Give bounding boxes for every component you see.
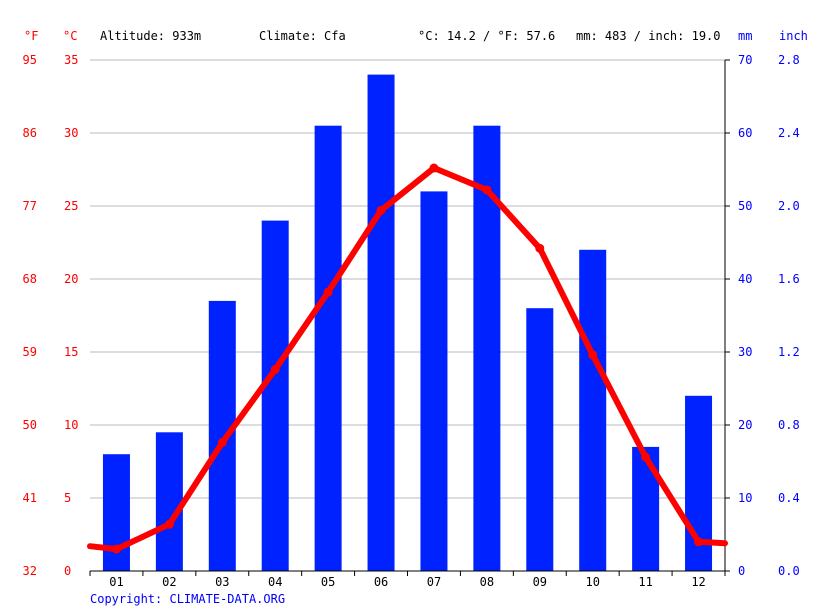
mm-tick-label: 30 [738, 345, 752, 359]
inch-tick-label: 1.2 [778, 345, 800, 359]
month-tick-label: 03 [215, 575, 229, 589]
precipitation-bar [261, 220, 289, 571]
fahrenheit-tick-label: 77 [23, 199, 37, 213]
month-tick-label: 10 [585, 575, 599, 589]
inch-tick-label: 2.8 [778, 53, 800, 67]
mm-tick-label: 0 [738, 564, 745, 578]
unit-celsius-label: °C [63, 29, 77, 43]
inch-tick-label: 0.4 [778, 491, 800, 505]
tick-labels: 32 0 0 0.0 41 5 10 0.4 50 10 20 0.8 59 15 30 1.2 68 20 40 1… [23, 53, 800, 589]
mm-tick-label: 50 [738, 199, 752, 213]
month-tick-label: 01 [109, 575, 123, 589]
axes [89, 59, 730, 576]
precipitation-summary: mm: 483 / inch: 19.0 [576, 29, 721, 43]
unit-fahrenheit-label: °F [24, 29, 38, 43]
temperature-summary: °C: 14.2 / °F: 57.6 [418, 29, 555, 43]
month-tick-label: 08 [480, 575, 494, 589]
month-tick-label: 09 [533, 575, 547, 589]
mm-tick-label: 20 [738, 418, 752, 432]
fahrenheit-tick-label: 95 [23, 53, 37, 67]
precipitation-bar [155, 432, 183, 571]
precipitation-bar [579, 249, 607, 572]
temperature-point [164, 519, 174, 529]
celsius-tick-label: 30 [64, 126, 78, 140]
mm-tick-label: 70 [738, 53, 752, 67]
precipitation-bar [314, 125, 342, 571]
month-tick-label: 11 [638, 575, 652, 589]
temperature-point [588, 350, 598, 360]
temperature-point [111, 544, 121, 554]
celsius-tick-label: 35 [64, 53, 78, 67]
month-tick-label: 04 [268, 575, 282, 589]
month-tick-label: 06 [374, 575, 388, 589]
unit-mm-label: mm [738, 29, 752, 43]
temperature-point [482, 185, 492, 195]
temperature-point [270, 365, 280, 375]
inch-tick-label: 2.4 [778, 126, 800, 140]
month-tick-label: 02 [162, 575, 176, 589]
celsius-tick-label: 5 [64, 491, 71, 505]
celsius-tick-label: 20 [64, 272, 78, 286]
fahrenheit-tick-label: 41 [23, 491, 37, 505]
celsius-tick-label: 25 [64, 199, 78, 213]
temperature-point [323, 287, 333, 297]
precipitation-bar [632, 446, 660, 571]
celsius-tick-label: 15 [64, 345, 78, 359]
inch-tick-label: 0.0 [778, 564, 800, 578]
temperature-point [217, 438, 227, 448]
inch-tick-label: 0.8 [778, 418, 800, 432]
gridlines [90, 59, 725, 499]
temperature-point [535, 243, 545, 253]
temperature-point [694, 537, 704, 547]
precipitation-bars [102, 74, 713, 572]
precipitation-bar [526, 308, 554, 571]
month-tick-label: 05 [321, 575, 335, 589]
month-tick-label: 07 [427, 575, 441, 589]
temperature-point [376, 205, 386, 215]
fahrenheit-tick-label: 50 [23, 418, 37, 432]
mm-tick-label: 10 [738, 491, 752, 505]
copyright-link[interactable]: Copyright: CLIMATE-DATA.ORG [90, 592, 285, 606]
fahrenheit-tick-label: 86 [23, 126, 37, 140]
temperature-point [641, 452, 651, 462]
precipitation-bar [367, 74, 395, 571]
temperature-series-line [87, 165, 728, 553]
fahrenheit-tick-label: 59 [23, 345, 37, 359]
celsius-tick-label: 0 [64, 564, 71, 578]
precipitation-bar [208, 300, 236, 571]
inch-tick-label: 2.0 [778, 199, 800, 213]
fahrenheit-tick-label: 32 [23, 564, 37, 578]
altitude-label: Altitude: 933m [100, 29, 201, 43]
month-tick-label: 12 [691, 575, 705, 589]
temperature-point [429, 163, 439, 173]
precipitation-bar [420, 191, 448, 571]
mm-tick-label: 40 [738, 272, 752, 286]
celsius-tick-label: 10 [64, 418, 78, 432]
climate-label: Climate: Cfa [259, 29, 346, 43]
unit-inch-label: inch [779, 29, 808, 43]
inch-tick-label: 1.6 [778, 272, 800, 286]
temperature-line [87, 163, 728, 554]
mm-tick-label: 60 [738, 126, 752, 140]
fahrenheit-tick-label: 68 [23, 272, 37, 286]
